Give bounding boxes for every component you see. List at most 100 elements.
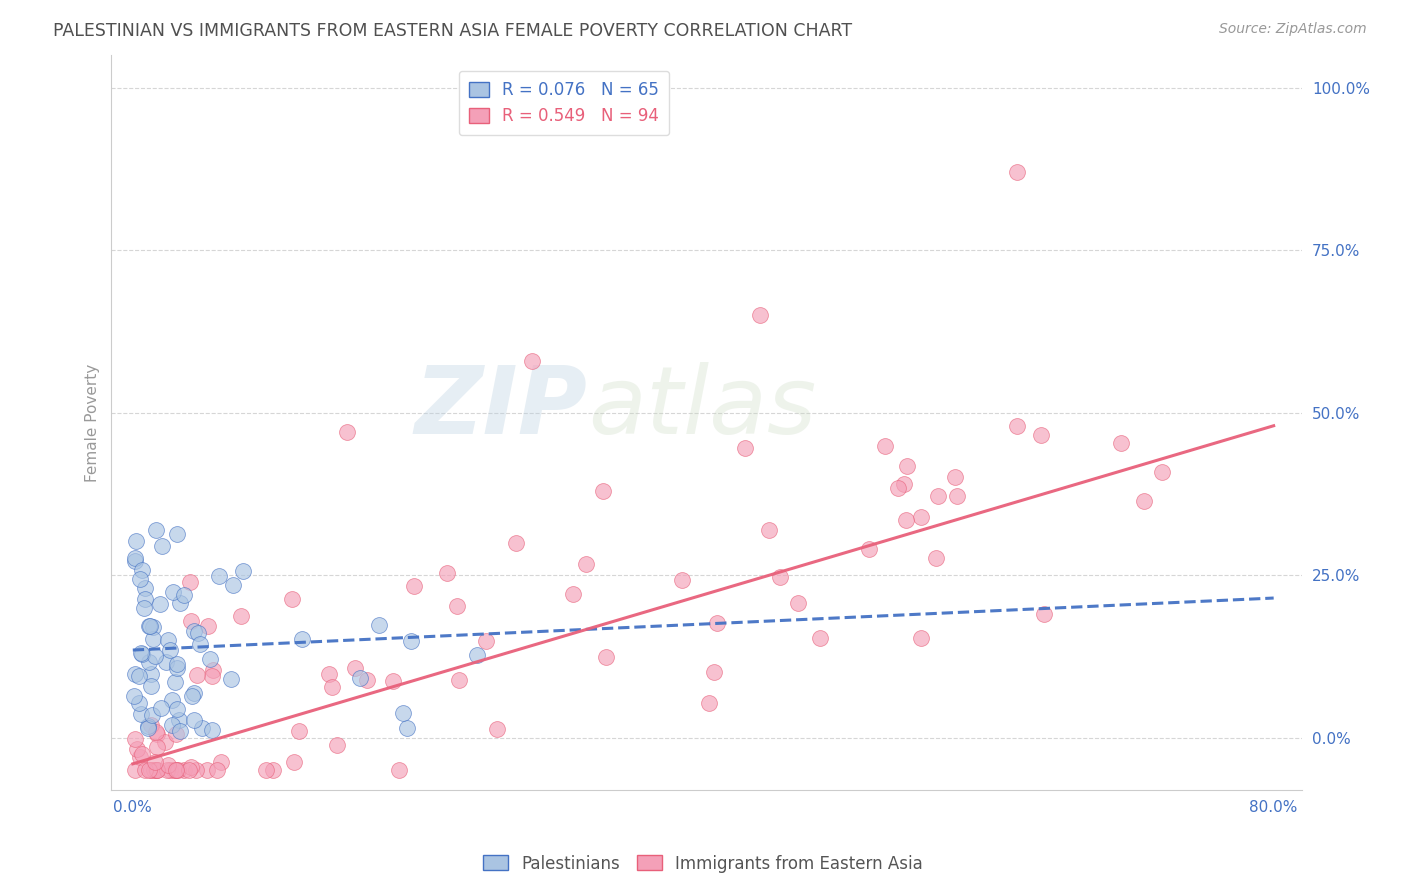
Point	[209, 756, 232, 770]
Point	[169, 596, 191, 610]
Text: ZIP: ZIP	[415, 362, 588, 454]
Point	[167, 764, 190, 778]
Point	[205, 764, 228, 778]
Point	[187, 625, 209, 640]
Point	[436, 566, 458, 581]
Point	[159, 764, 181, 778]
Point	[703, 665, 725, 680]
Point	[318, 667, 340, 681]
Point	[159, 642, 181, 657]
Point	[183, 686, 205, 700]
Point	[202, 663, 225, 677]
Point	[1109, 436, 1132, 450]
Point	[139, 679, 162, 693]
Point	[1152, 465, 1174, 479]
Point	[198, 652, 221, 666]
Point	[734, 442, 756, 456]
Point	[150, 701, 173, 715]
Point	[131, 647, 153, 661]
Point	[219, 672, 242, 686]
Point	[574, 557, 596, 571]
Point	[356, 673, 378, 688]
Point	[131, 563, 153, 577]
Point	[758, 523, 780, 537]
Point	[179, 574, 201, 589]
Point	[208, 569, 231, 583]
Point	[142, 632, 165, 646]
Point	[143, 649, 166, 664]
Point	[150, 540, 173, 554]
Point	[173, 764, 195, 778]
Point	[128, 750, 150, 764]
Point	[160, 693, 183, 707]
Point	[446, 599, 468, 613]
Point	[143, 755, 166, 769]
Point	[177, 764, 200, 778]
Point	[595, 649, 617, 664]
Point	[156, 758, 179, 772]
Point	[180, 760, 202, 774]
Point	[155, 655, 177, 669]
Text: atlas: atlas	[588, 362, 815, 453]
Point	[505, 535, 527, 549]
Point	[561, 586, 583, 600]
Point	[143, 764, 166, 778]
Point	[134, 592, 156, 607]
Point	[858, 542, 880, 557]
Point	[129, 707, 152, 722]
Point	[136, 719, 159, 733]
Point	[157, 633, 180, 648]
Point	[128, 668, 150, 682]
Point	[162, 585, 184, 599]
Point	[520, 353, 543, 368]
Point	[769, 570, 792, 584]
Point	[163, 764, 186, 778]
Point	[262, 764, 284, 778]
Point	[165, 764, 187, 778]
Point	[136, 721, 159, 735]
Point	[186, 668, 208, 682]
Point	[321, 680, 343, 694]
Point	[1033, 607, 1056, 621]
Point	[475, 633, 498, 648]
Point	[184, 764, 207, 778]
Point	[254, 764, 277, 778]
Point	[134, 581, 156, 595]
Point	[169, 714, 191, 728]
Point	[943, 470, 966, 484]
Point	[197, 619, 219, 633]
Point	[160, 718, 183, 732]
Point	[124, 554, 146, 568]
Point	[201, 669, 224, 683]
Point	[875, 439, 897, 453]
Point	[344, 661, 367, 675]
Point	[163, 675, 186, 690]
Point	[166, 702, 188, 716]
Point	[281, 591, 304, 606]
Point	[122, 689, 145, 703]
Text: PALESTINIAN VS IMMIGRANTS FROM EASTERN ASIA FEMALE POVERTY CORRELATION CHART: PALESTINIAN VS IMMIGRANTS FROM EASTERN A…	[53, 22, 852, 40]
Point	[190, 722, 212, 736]
Point	[146, 764, 169, 778]
Point	[927, 489, 949, 503]
Point	[139, 717, 162, 731]
Point	[166, 661, 188, 675]
Point	[125, 534, 148, 549]
Point	[399, 633, 422, 648]
Point	[925, 551, 948, 566]
Point	[1133, 493, 1156, 508]
Point	[1005, 418, 1028, 433]
Point	[291, 632, 314, 647]
Legend: Palestinians, Immigrants from Eastern Asia: Palestinians, Immigrants from Eastern As…	[477, 848, 929, 880]
Point	[145, 725, 167, 739]
Point	[131, 747, 153, 762]
Point	[138, 618, 160, 632]
Point	[156, 764, 179, 778]
Point	[592, 483, 614, 498]
Point	[706, 615, 728, 630]
Point	[165, 764, 187, 778]
Point	[139, 764, 162, 778]
Point	[141, 707, 163, 722]
Y-axis label: Female Poverty: Female Poverty	[86, 363, 100, 482]
Point	[910, 510, 932, 524]
